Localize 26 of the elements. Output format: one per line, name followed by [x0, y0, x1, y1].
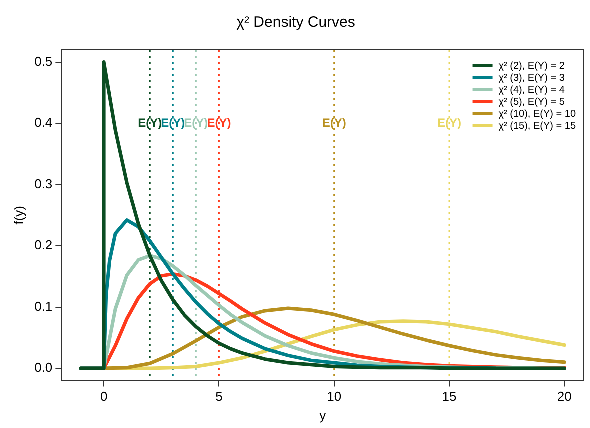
y-axis-title: f(y)	[11, 206, 26, 225]
x-tick-label: 15	[442, 389, 457, 404]
y-tick-label: 0.4	[34, 115, 53, 130]
y-tick-label: 0.2	[34, 238, 53, 253]
y-tick-label: 0.5	[34, 54, 53, 69]
x-tick-label: 20	[557, 389, 572, 404]
legend-label: χ² (2), E(Y) = 2	[498, 60, 566, 72]
ref-line-label: E(Y)	[438, 116, 462, 130]
y-tick-label: 0.0	[34, 360, 53, 376]
legend-label: χ² (5), E(Y) = 5	[498, 96, 566, 108]
ref-line-label: E(Y)	[184, 116, 208, 130]
x-axis-title: y	[320, 408, 327, 423]
ref-line-label: E(Y)	[207, 116, 232, 130]
y-tick-label: 0.3	[34, 176, 53, 192]
legend-label: χ² (4), E(Y) = 4	[498, 84, 566, 96]
ref-line-label: E(Y)	[161, 116, 186, 130]
legend-label: χ² (10), E(Y) = 10	[498, 108, 576, 120]
x-tick-label: 0	[100, 389, 108, 404]
chart-title: χ² Density Curves	[236, 14, 356, 32]
x-tick-label: 10	[327, 389, 342, 404]
legend-label: χ² (3), E(Y) = 3	[498, 72, 566, 84]
ref-line-label: E(Y)	[322, 116, 346, 130]
ref-line-label: E(Y)	[138, 116, 162, 130]
legend-label: χ² (15), E(Y) = 15	[498, 120, 576, 132]
y-tick-label: 0.1	[34, 298, 53, 314]
x-tick-label: 5	[216, 389, 223, 404]
